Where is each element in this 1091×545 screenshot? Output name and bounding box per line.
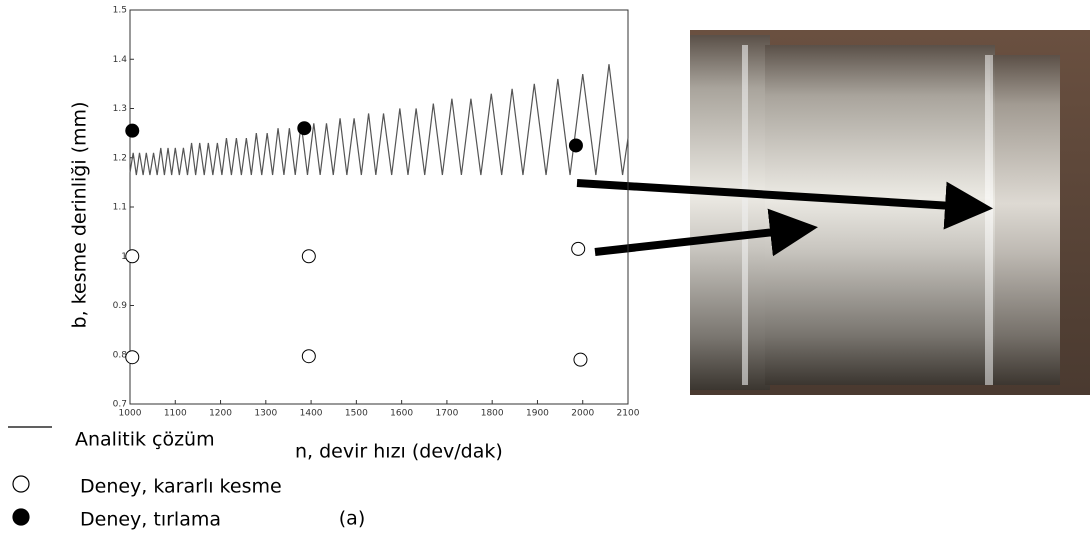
legend-marker (12, 508, 30, 526)
y-tick-label: 1.3 (113, 104, 127, 114)
analytic-line (129, 64, 629, 176)
x-tick-label: 1500 (345, 409, 368, 419)
x-tick-label: 1300 (254, 409, 277, 419)
legend-label: Analitik çözüm (75, 429, 215, 451)
x-tick-label: 1600 (390, 409, 413, 419)
photo (690, 30, 1090, 395)
x-tick-label: 1700 (435, 409, 458, 419)
data-point (301, 249, 316, 264)
data-point (571, 241, 586, 256)
x-tick-label: 1100 (164, 409, 187, 419)
legend-label: Deney, kararlı kesme (80, 476, 282, 498)
x-tick-label: 1400 (300, 409, 323, 419)
x-tick-label: 2100 (617, 409, 640, 419)
data-point (573, 352, 588, 367)
data-point (297, 121, 312, 136)
x-tick-label: 1200 (209, 409, 232, 419)
data-point (301, 349, 316, 364)
x-tick-label: 1800 (481, 409, 504, 419)
y-tick-label: 0.7 (113, 400, 127, 410)
y-tick-label: 1.2 (113, 153, 127, 163)
data-point (568, 138, 583, 153)
y-tick-label: 1.5 (113, 6, 127, 16)
x-axis-label: n, devir hızı (dev/dak) (295, 441, 503, 463)
x-tick-label: 1900 (526, 409, 549, 419)
y-tick-label: 1 (121, 252, 127, 262)
y-axis-label: b, kesme derinliği (mm) (69, 102, 91, 329)
y-tick-label: 1.4 (113, 55, 128, 65)
plot-frame (129, 9, 629, 405)
x-tick-label: 2000 (571, 409, 594, 419)
data-point (125, 350, 140, 365)
data-point (125, 123, 140, 138)
legend-marker (12, 475, 30, 493)
y-tick-label: 0.8 (113, 350, 128, 360)
y-tick-label: 1.1 (113, 203, 127, 213)
legend-label: Deney, tırlama (80, 509, 221, 531)
x-tick-label: 1000 (119, 409, 142, 419)
annotation: (a) (339, 508, 365, 530)
y-tick-label: 0.9 (113, 301, 128, 311)
arrows (576, 179, 993, 257)
data-point (125, 249, 140, 264)
